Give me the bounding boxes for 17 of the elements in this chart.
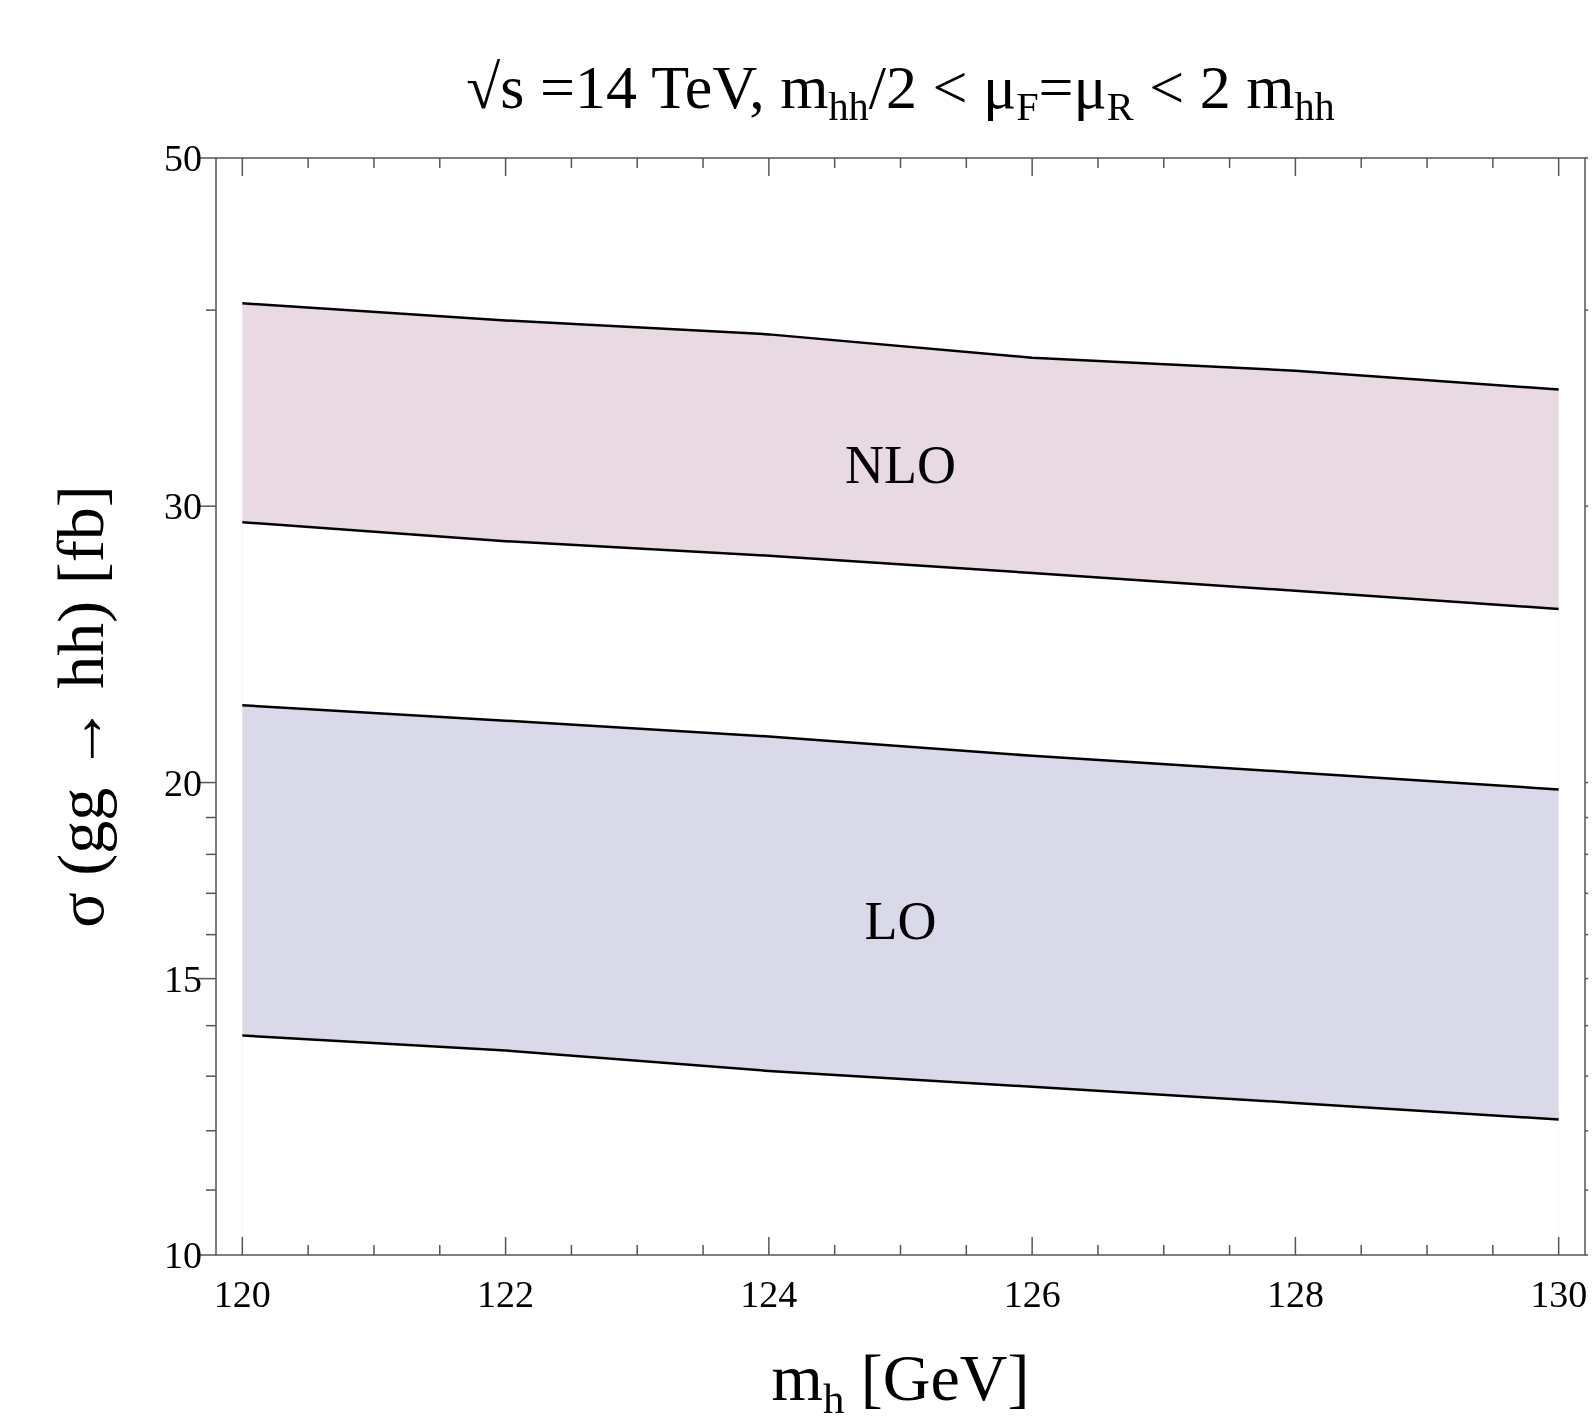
y-tick-label: 30 [164, 485, 202, 528]
y-tick-label: 15 [164, 957, 202, 1000]
y-tick-label: 10 [164, 1234, 202, 1276]
y-tick-label: 20 [164, 761, 202, 804]
x-tick-label: 122 [477, 1273, 535, 1315]
x-tick-label: 128 [1266, 1273, 1324, 1315]
x-tick-label: 130 [1530, 1273, 1588, 1315]
x-tick-label: 120 [213, 1273, 271, 1315]
x-tick-label: 126 [1003, 1273, 1061, 1315]
x-tick-label: 124 [740, 1273, 798, 1315]
y-axis-title: σ (gg → hh) [fb] [44, 485, 118, 928]
series-label: NLO [845, 435, 956, 496]
x-axis-title: m$_{h}$ [GeV] [771, 1341, 1030, 1422]
series-label: LO [864, 891, 937, 952]
chart-title: √s =14 TeV, m$_{hh}$/2 < μ$_{F}$=μ$_{R}$ < 2 m$_{hh}$ [466, 53, 1335, 130]
y-tick-label: 50 [164, 137, 202, 179]
line-series [241, 1034, 1560, 1121]
